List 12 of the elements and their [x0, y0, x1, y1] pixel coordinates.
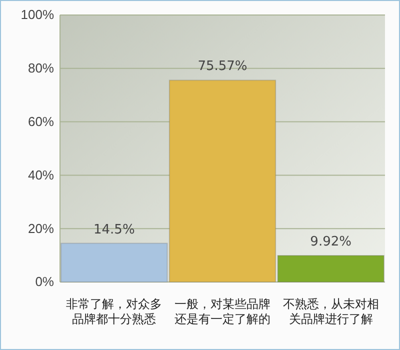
x-tick-label: 一般，对某些品牌还是有一定了解的 — [174, 297, 270, 326]
y-tick-label: 60% — [28, 114, 54, 129]
y-tick-label: 40% — [28, 167, 54, 182]
y-tick-label: 80% — [28, 60, 54, 76]
data-label: 9.92% — [310, 234, 352, 250]
y-tick-label: 20% — [28, 220, 54, 236]
y-tick-label: 100% — [20, 7, 54, 22]
data-label: 75.57% — [198, 59, 248, 74]
y-tick-label: 0% — [35, 274, 54, 290]
x-tick-label: 非常了解，对众多品牌都十分熟悉 — [66, 297, 162, 326]
data-label: 14.5% — [94, 222, 135, 238]
x-tick-label: 不熟悉，从未对相关品牌进行了解 — [282, 297, 379, 326]
